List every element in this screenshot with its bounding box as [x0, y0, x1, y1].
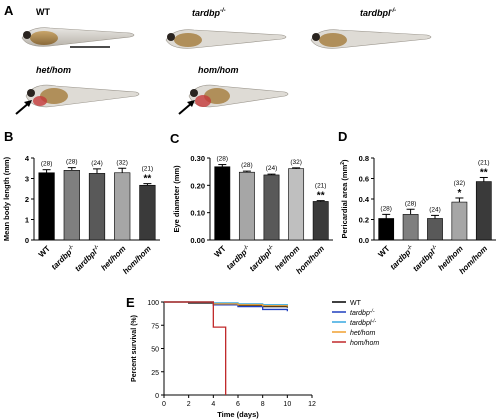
x-tick-label: 8 — [261, 401, 265, 408]
bar — [378, 218, 395, 241]
bar — [139, 184, 156, 241]
fish-image-tardbp — [165, 29, 287, 49]
bar — [288, 168, 305, 241]
y-tick-label: 0 — [155, 393, 159, 400]
legend-label: WT — [350, 300, 362, 307]
bar — [63, 169, 80, 241]
series-line — [164, 301, 227, 395]
n-label: (24) — [266, 165, 278, 172]
x-tick-label: tardbpl-/- — [411, 244, 440, 273]
x-tick-label: tardbpl-/- — [248, 244, 277, 273]
fish-label-tardbp: tardbp-/- — [192, 8, 226, 18]
significance-marker: * — [457, 188, 461, 199]
fish-image-hom-hom — [178, 84, 289, 115]
y-axis-label: Eye diameter (mm) — [172, 165, 181, 233]
significance-marker: ** — [144, 174, 152, 185]
y-tick-label: 50 — [151, 347, 159, 354]
n-label: (28) — [41, 161, 53, 168]
bar — [214, 166, 231, 241]
significance-marker: ** — [480, 167, 488, 178]
fish-label-hom-hom: hom/hom — [198, 65, 239, 75]
n-label: (32) — [116, 159, 128, 166]
bar — [451, 201, 468, 241]
y-tick-label: 0.10 — [190, 209, 205, 218]
bar — [238, 171, 255, 241]
bar — [475, 181, 492, 241]
n-label: (28) — [217, 156, 229, 163]
n-label: (24) — [91, 160, 103, 167]
n-label: (28) — [380, 205, 392, 212]
y-tick-label: 0.20 — [190, 181, 205, 190]
x-axis-label: Time (days) — [217, 410, 259, 419]
legend-label: hom/hom — [350, 340, 379, 347]
n-label: (28) — [66, 159, 78, 166]
x-tick-label: tardbpl-/- — [73, 244, 102, 273]
panel-letter-c: C — [170, 131, 180, 146]
y-tick-label: 0 — [25, 236, 29, 245]
y-tick-label: 0.0 — [359, 236, 369, 245]
bar — [38, 172, 55, 241]
y-tick-label: 1 — [25, 216, 29, 225]
panel-letter-d: D — [338, 129, 348, 144]
panel-letter-b: B — [4, 129, 14, 144]
n-label: (21) — [478, 159, 490, 166]
n-label: (32) — [290, 159, 302, 166]
x-tick-label: 6 — [236, 401, 240, 408]
significance-marker: ** — [317, 191, 325, 202]
fish-image-wt — [21, 27, 135, 48]
x-tick-label: WT — [213, 244, 228, 259]
panel-letter-a: A — [4, 3, 14, 18]
y-tick-label: 0.8 — [359, 154, 369, 163]
y-axis-label: Pericardial area (mm2) — [340, 159, 349, 239]
legend-label: het/hom — [350, 330, 375, 337]
n-label: (28) — [241, 162, 253, 169]
chart-b-body-length: 0 1 2 3 4 Mean body length (mm) (28) WT (28) tard… — [2, 154, 160, 276]
x-tick-label: 12 — [308, 401, 316, 408]
x-tick-label: 2 — [187, 401, 191, 408]
x-tick-label: WT — [376, 244, 391, 259]
fish-label-het-hom: het/hom — [36, 65, 71, 75]
chart-e-survival: 0 25 50 75 100 0 2 4 6 8 10 12 Time (days) Percent su… — [131, 300, 379, 419]
n-label: (21) — [142, 166, 154, 173]
fish-image-het-hom — [15, 84, 140, 115]
n-label: (24) — [429, 206, 441, 213]
y-axis-label: Mean body length (mm) — [2, 156, 11, 241]
legend-label: tardbp-/- — [350, 309, 375, 318]
y-tick-label: 0.6 — [359, 175, 369, 184]
x-tick-label: 4 — [211, 401, 215, 408]
bar — [312, 201, 329, 241]
y-axis-label: Percent survival (%) — [131, 315, 138, 382]
y-tick-label: 25 — [151, 370, 159, 377]
x-tick-label: WT — [37, 244, 52, 259]
y-tick-label: 4 — [25, 154, 30, 163]
bar — [402, 214, 419, 241]
panel-letter-e: E — [126, 295, 135, 310]
arrow-head-icon — [187, 100, 195, 107]
y-tick-label: 0.2 — [359, 216, 369, 225]
y-tick-label: 100 — [147, 300, 159, 307]
bar — [263, 174, 280, 241]
bar — [88, 173, 106, 241]
fish-label-tardbpl: tardbpl-/- — [360, 8, 397, 18]
x-tick-label: 10 — [283, 401, 291, 408]
n-label: (28) — [405, 200, 417, 207]
n-label: (21) — [315, 183, 327, 190]
y-tick-label: 0.30 — [190, 154, 205, 163]
fish-label-wt: WT — [36, 7, 50, 17]
bar — [427, 218, 443, 241]
y-tick-label: 3 — [25, 175, 29, 184]
y-tick-label: 0.00 — [190, 236, 205, 245]
n-label: (32) — [454, 180, 466, 187]
y-tick-label: 0.4 — [359, 195, 370, 204]
bar — [114, 172, 131, 241]
y-tick-label: 2 — [25, 195, 29, 204]
chart-d-pericardial-area: 0.0 0.2 0.4 0.6 0.8 Pericardial area (mm2) (28… — [340, 154, 496, 276]
y-tick-label: 75 — [151, 323, 159, 330]
fish-image-tardbpl — [310, 29, 432, 49]
arrow-head-icon — [24, 100, 32, 107]
legend-label: tardbpl-/- — [350, 319, 376, 328]
x-tick-label: 0 — [162, 401, 166, 408]
chart-c-eye-diameter: 0.00 0.10 0.20 0.30 Eye diameter (mm) (28) WT (… — [172, 154, 333, 276]
